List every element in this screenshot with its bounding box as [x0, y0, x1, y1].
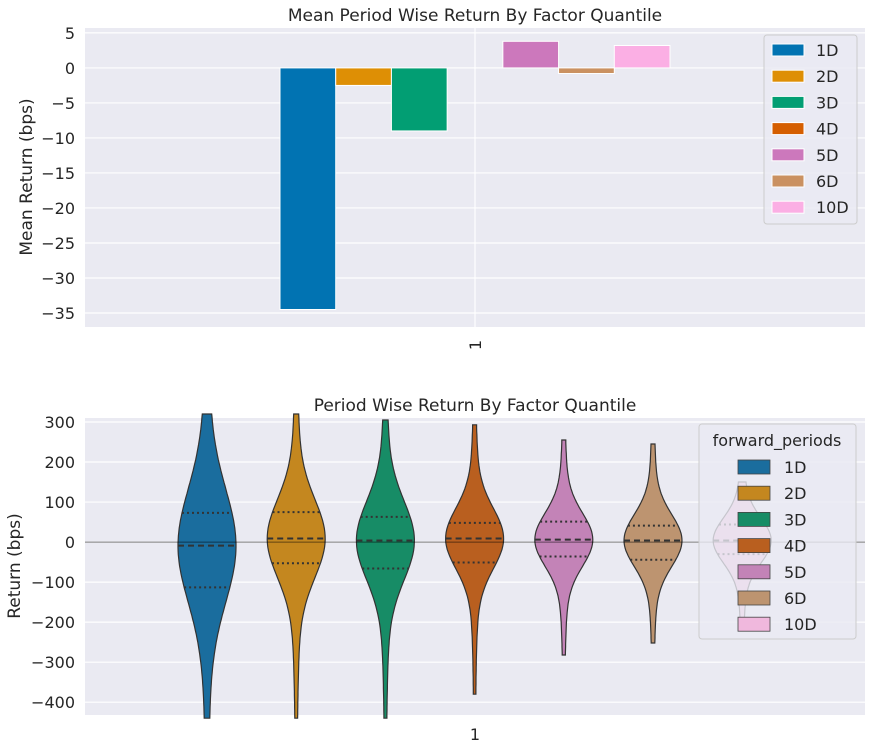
y-tick-label: −20 — [41, 199, 75, 218]
y-tick-label: −10 — [41, 129, 75, 148]
y-axis-label: Mean Return (bps) — [17, 98, 37, 255]
legend-swatch-5D — [772, 149, 804, 161]
legend-label: 10D — [816, 198, 849, 217]
legend-label: 4D — [784, 537, 807, 556]
legend-label: 3D — [784, 510, 807, 529]
legend: forward_periods 1D 2D 3D 4D 5D 6D 10D — [699, 424, 856, 639]
y-tick-label: −200 — [31, 613, 75, 632]
legend-swatch-1D — [738, 460, 770, 474]
legend-swatch-4D — [738, 539, 770, 553]
legend-swatch-4D — [772, 123, 804, 135]
y-tick-label: −30 — [41, 269, 75, 288]
legend-swatch-2D — [772, 70, 804, 82]
x-tick-label: 1 — [466, 340, 485, 350]
chart-title: Period Wise Return By Factor Quantile — [314, 396, 637, 416]
legend-swatch-6D — [738, 591, 770, 605]
bar-6D — [559, 68, 615, 74]
x-tick-label: 1 — [470, 725, 480, 744]
y-tick-label: −25 — [41, 234, 75, 253]
legend-swatch-3D — [738, 512, 770, 526]
legend-label: 2D — [784, 484, 807, 503]
y-tick-label: 300 — [44, 413, 75, 432]
y-tick-label: 0 — [65, 59, 75, 78]
legend-label: 3D — [816, 93, 839, 112]
bar-10D — [614, 46, 670, 68]
legend-label: 4D — [816, 120, 839, 139]
legend-swatch-6D — [772, 175, 804, 187]
y-axis-label: Return (bps) — [5, 513, 25, 619]
legend-swatch-5D — [738, 565, 770, 579]
legend-label: 6D — [784, 589, 807, 608]
mean-return-bar-chart: 5 0 −5 −10 −15 −20 −25 −30 −35 Mean Period Wise … — [17, 6, 865, 350]
bar-1D — [280, 68, 336, 310]
legend-box — [699, 424, 856, 639]
y-tick-label: 0 — [65, 533, 75, 552]
legend-swatch-10D — [772, 201, 804, 213]
legend-swatch-10D — [738, 617, 770, 631]
bar-3D — [391, 68, 447, 131]
legend-swatch-1D — [772, 44, 804, 56]
chart-title: Mean Period Wise Return By Factor Quanti… — [288, 6, 662, 26]
legend-swatch-3D — [772, 96, 804, 108]
bar-5D — [503, 41, 559, 68]
y-tick-label: −35 — [41, 304, 75, 323]
legend-label: 10D — [784, 615, 817, 634]
y-tick-label: 5 — [65, 24, 75, 43]
legend-label: 6D — [816, 172, 839, 191]
bar-2D — [336, 68, 392, 86]
legend-title: forward_periods — [713, 431, 842, 451]
legend-label: 5D — [784, 563, 807, 582]
y-tick-label: −15 — [41, 164, 75, 183]
y-tick-label: −100 — [31, 573, 75, 592]
legend-label: 2D — [816, 67, 839, 86]
y-tick-label: −300 — [31, 653, 75, 672]
return-violin-chart: 300 200 100 0 −100 −200 −300 −400 Period Wise R… — [5, 396, 865, 744]
y-tick-label: 200 — [44, 453, 75, 472]
y-tick-label: −5 — [51, 94, 75, 113]
legend-swatch-2D — [738, 486, 770, 500]
y-tick-label: −400 — [31, 693, 75, 712]
legend-label: 5D — [816, 146, 839, 165]
legend: 1D 2D 3D 4D 5D 6D 10D — [764, 35, 857, 224]
legend-label: 1D — [784, 458, 807, 477]
y-tick-label: 100 — [44, 493, 75, 512]
legend-label: 1D — [816, 41, 839, 60]
